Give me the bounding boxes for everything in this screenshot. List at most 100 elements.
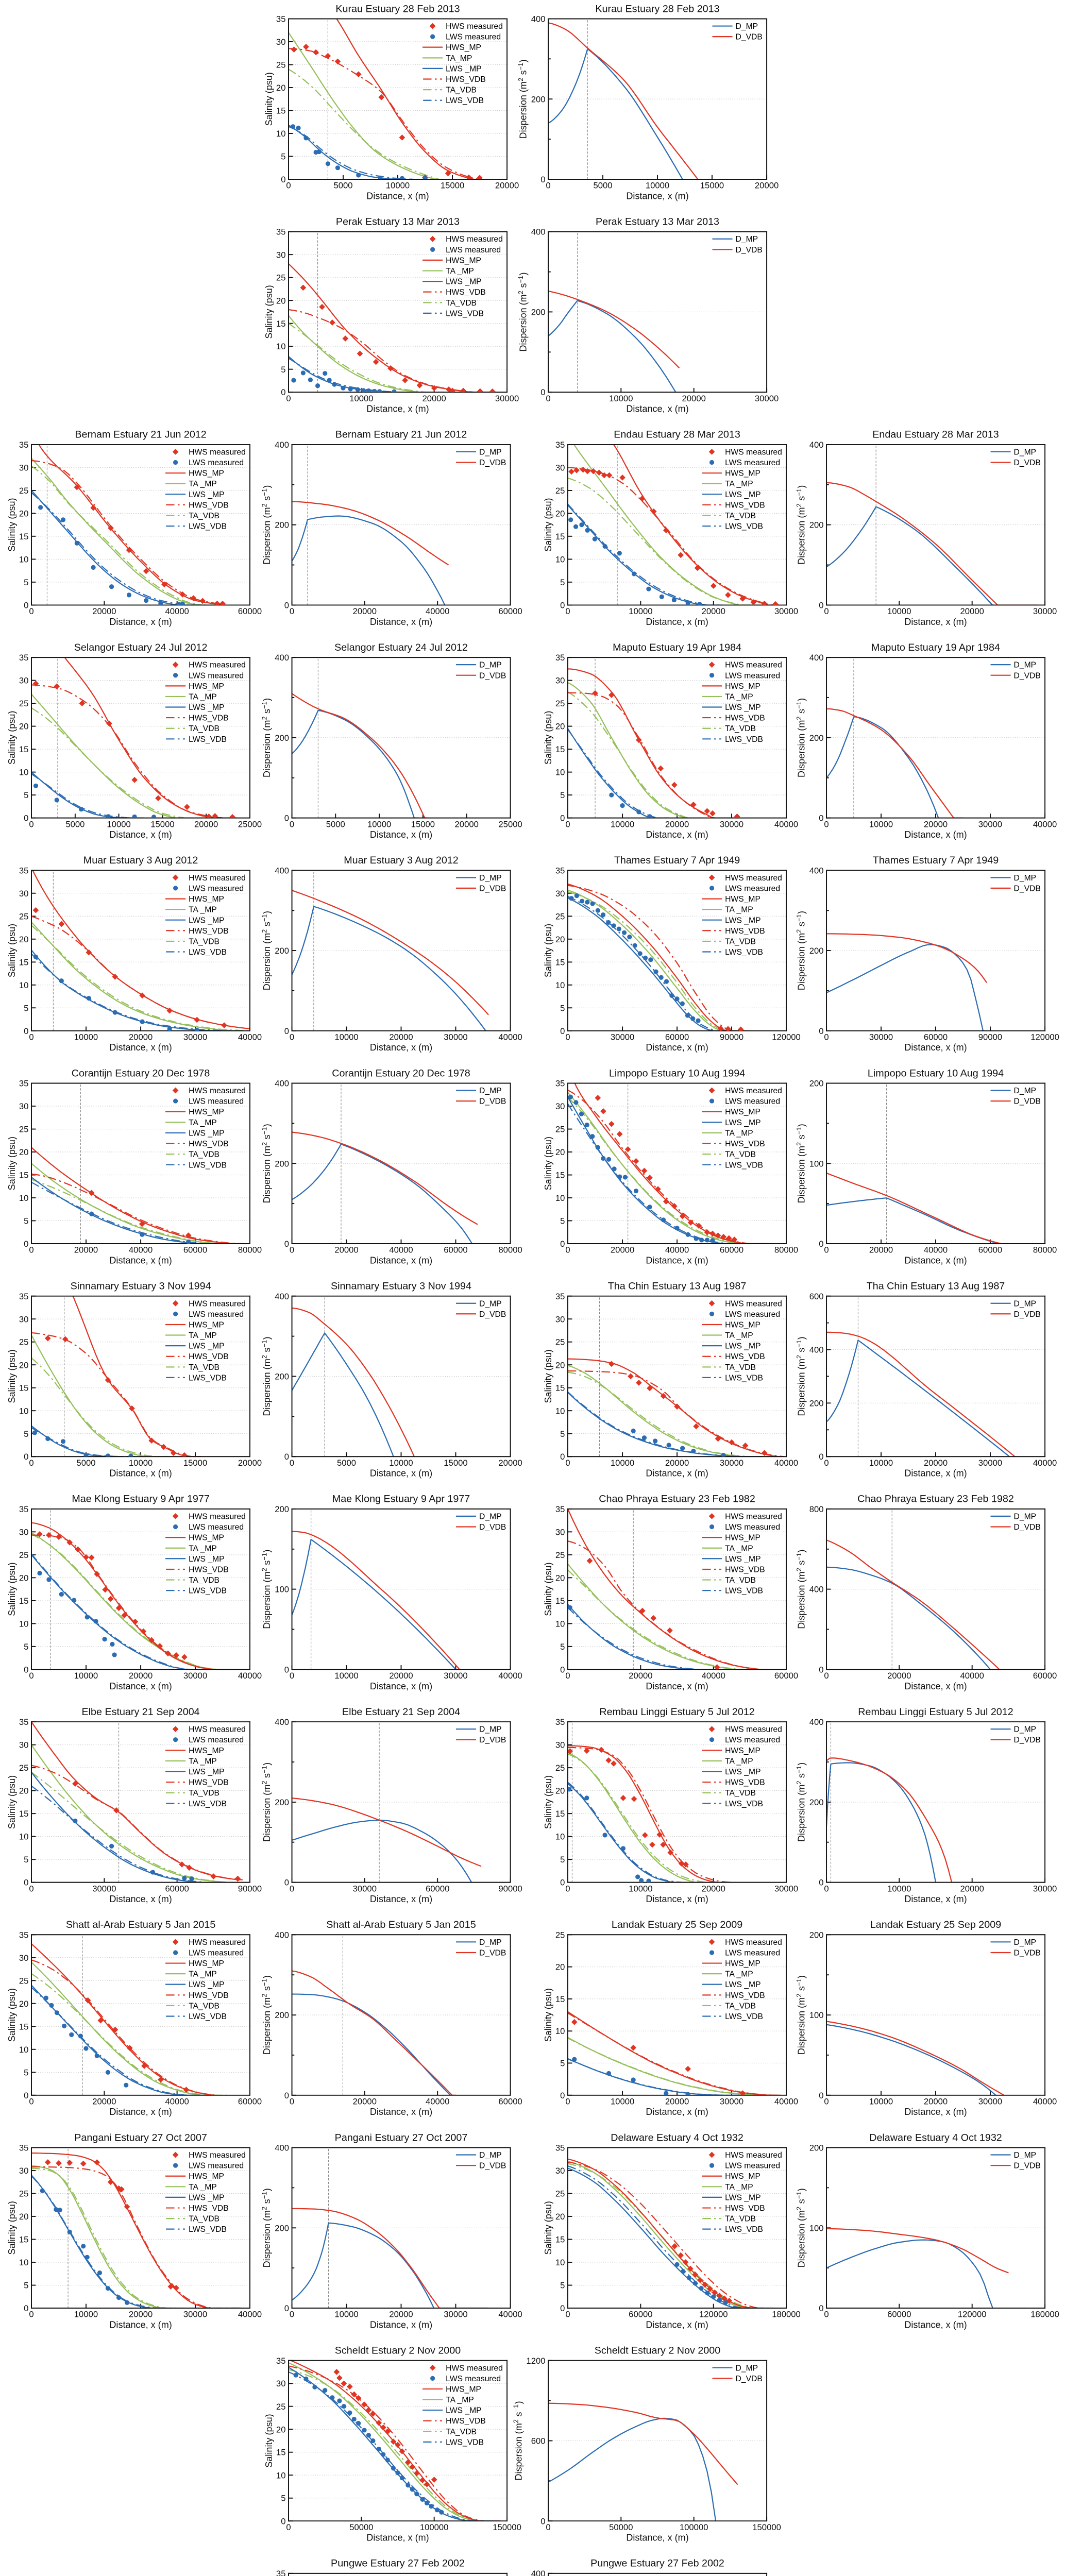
svg-text:20: 20 bbox=[19, 2212, 29, 2222]
svg-text:20000: 20000 bbox=[924, 2096, 948, 2106]
svg-text:25: 25 bbox=[555, 1763, 565, 1773]
svg-text:0: 0 bbox=[290, 2096, 294, 2106]
svg-text:30: 30 bbox=[555, 463, 565, 472]
svg-text:LWS measured: LWS measured bbox=[725, 671, 780, 680]
svg-text:LWS _MP: LWS _MP bbox=[725, 1342, 760, 1351]
svg-text:20000: 20000 bbox=[629, 1671, 652, 1681]
svg-text:40000: 40000 bbox=[165, 606, 189, 616]
svg-text:25: 25 bbox=[19, 1125, 29, 1134]
svg-text:30: 30 bbox=[276, 37, 286, 47]
svg-text:30000: 30000 bbox=[183, 1671, 207, 1681]
svg-text:60000: 60000 bbox=[924, 1032, 948, 1042]
svg-text:Maputo Estuary 19 Apr 1984: Maputo Estuary 19 Apr 1984 bbox=[613, 642, 741, 653]
svg-text:0: 0 bbox=[819, 1878, 823, 1888]
svg-text:0: 0 bbox=[281, 175, 285, 184]
svg-text:400: 400 bbox=[809, 440, 824, 450]
svg-text:20000: 20000 bbox=[129, 2310, 153, 2319]
svg-text:0: 0 bbox=[565, 606, 570, 616]
svg-text:30: 30 bbox=[19, 676, 29, 686]
svg-text:0: 0 bbox=[290, 606, 294, 616]
svg-text:5: 5 bbox=[24, 2067, 28, 2077]
svg-text:10: 10 bbox=[555, 1619, 565, 1629]
svg-text:HWS_VDB: HWS_VDB bbox=[725, 1352, 765, 1361]
svg-text:20: 20 bbox=[19, 1786, 29, 1796]
svg-text:35: 35 bbox=[555, 653, 565, 663]
svg-text:0: 0 bbox=[565, 1458, 570, 1468]
svg-text:Sinnamary Estuary 3 Nov 1994: Sinnamary Estuary 3 Nov 1994 bbox=[331, 1281, 471, 1292]
svg-text:LWS measured: LWS measured bbox=[446, 246, 501, 255]
svg-text:10000: 10000 bbox=[887, 606, 911, 616]
svg-text:5: 5 bbox=[560, 2281, 565, 2291]
svg-text:30: 30 bbox=[555, 676, 565, 686]
svg-text:HWS_MP: HWS_MP bbox=[446, 256, 481, 265]
svg-text:D_VDB: D_VDB bbox=[479, 2162, 506, 2171]
svg-text:20: 20 bbox=[19, 1999, 29, 2009]
svg-text:D i s p: D i s p e r s i o n ( m s ) 2 − 1 bbox=[256, 908, 273, 990]
svg-text:D_VDB: D_VDB bbox=[736, 246, 763, 255]
svg-text:30000: 30000 bbox=[444, 1032, 467, 1042]
svg-text:20: 20 bbox=[19, 1360, 29, 1370]
svg-text:10: 10 bbox=[555, 980, 565, 990]
svg-text:15: 15 bbox=[555, 744, 565, 754]
svg-text:0: 0 bbox=[824, 1245, 829, 1255]
svg-text:TA_VDB: TA_VDB bbox=[446, 299, 477, 308]
svg-text:0: 0 bbox=[24, 1452, 28, 1462]
svg-text:10000: 10000 bbox=[74, 2310, 98, 2319]
svg-text:5000: 5000 bbox=[326, 819, 345, 829]
svg-text:D i s p: D i s p e r s i o n ( m s ) 2 − 1 bbox=[791, 1334, 807, 1416]
svg-text:LWS_VDB: LWS_VDB bbox=[725, 1800, 763, 1808]
svg-text:Distance, x (m): Distance, x (m) bbox=[370, 829, 432, 840]
svg-text:30000: 30000 bbox=[978, 2096, 1002, 2106]
svg-text:200: 200 bbox=[809, 1398, 824, 1408]
svg-text:D i s p: D i s p e r s i o n ( m s ) 2 − 1 bbox=[791, 2185, 807, 2268]
svg-text:Distance, x (m): Distance, x (m) bbox=[646, 2319, 708, 2330]
svg-text:400: 400 bbox=[809, 1585, 824, 1595]
svg-text:D_VDB: D_VDB bbox=[479, 1310, 506, 1319]
svg-text:Salinity (psu): Salinity (psu) bbox=[543, 498, 553, 551]
svg-text:180000: 180000 bbox=[1030, 2310, 1059, 2319]
svg-text:LWS_VDB: LWS_VDB bbox=[725, 948, 763, 957]
svg-text:TA _MP: TA _MP bbox=[725, 2183, 753, 2192]
svg-text:TA_VDB: TA_VDB bbox=[189, 1576, 219, 1585]
svg-text:HWS measured: HWS measured bbox=[725, 1087, 782, 1095]
svg-text:Salinity (psu): Salinity (psu) bbox=[7, 924, 17, 977]
svg-text:60000: 60000 bbox=[978, 1245, 1002, 1255]
svg-text:D_VDB: D_VDB bbox=[479, 1948, 506, 1957]
svg-text:TA _MP: TA _MP bbox=[725, 906, 753, 914]
svg-text:D i s p: D i s p e r s i o n ( m s ) 2 − 1 bbox=[256, 1121, 273, 1204]
svg-text:0: 0 bbox=[540, 387, 545, 397]
svg-text:10: 10 bbox=[19, 2045, 29, 2055]
svg-text:5: 5 bbox=[560, 1003, 565, 1013]
svg-text:LWS _MP: LWS _MP bbox=[189, 1129, 224, 1138]
svg-text:Salinity (psu): Salinity (psu) bbox=[264, 2414, 274, 2467]
svg-text:5: 5 bbox=[560, 578, 565, 587]
svg-text:5000: 5000 bbox=[76, 1458, 95, 1468]
svg-text:Delaware Estuary 4 Oct 1932: Delaware Estuary 4 Oct 1932 bbox=[611, 2132, 743, 2143]
svg-text:5: 5 bbox=[281, 365, 285, 375]
svg-text:5000: 5000 bbox=[337, 1458, 356, 1468]
svg-text:D_VDB: D_VDB bbox=[479, 1097, 506, 1106]
svg-text:TA _MP: TA _MP bbox=[725, 480, 753, 488]
svg-text:80000: 80000 bbox=[238, 1245, 262, 1255]
svg-text:25: 25 bbox=[555, 2189, 565, 2198]
svg-text:15: 15 bbox=[555, 2235, 565, 2245]
svg-text:Mae Klong Estuary 9 Apr 1977: Mae Klong Estuary 9 Apr 1977 bbox=[332, 1494, 470, 1505]
svg-text:LWS measured: LWS measured bbox=[725, 1948, 780, 1957]
svg-text:Distance, x (m): Distance, x (m) bbox=[646, 829, 708, 840]
svg-text:LWS_VDB: LWS_VDB bbox=[189, 735, 227, 744]
svg-text:0: 0 bbox=[824, 2310, 829, 2319]
svg-text:20000: 20000 bbox=[92, 2096, 116, 2106]
svg-text:35: 35 bbox=[19, 866, 29, 875]
svg-text:20000: 20000 bbox=[129, 1671, 153, 1681]
svg-text:LWS measured: LWS measured bbox=[446, 33, 501, 42]
svg-text:TA_VDB: TA_VDB bbox=[725, 2215, 756, 2224]
svg-text:Landak Estuary 25 Sep 2009: Landak Estuary 25 Sep 2009 bbox=[870, 1919, 1001, 1930]
svg-text:35: 35 bbox=[19, 440, 29, 450]
svg-text:Salinity (psu): Salinity (psu) bbox=[543, 1775, 553, 1829]
svg-text:15: 15 bbox=[19, 744, 29, 754]
svg-text:60000: 60000 bbox=[498, 606, 522, 616]
svg-text:40000: 40000 bbox=[498, 2310, 522, 2319]
svg-text:D_VDB: D_VDB bbox=[479, 671, 506, 680]
svg-text:LWS_VDB: LWS_VDB bbox=[725, 1587, 763, 1596]
svg-text:400: 400 bbox=[531, 2569, 546, 2576]
